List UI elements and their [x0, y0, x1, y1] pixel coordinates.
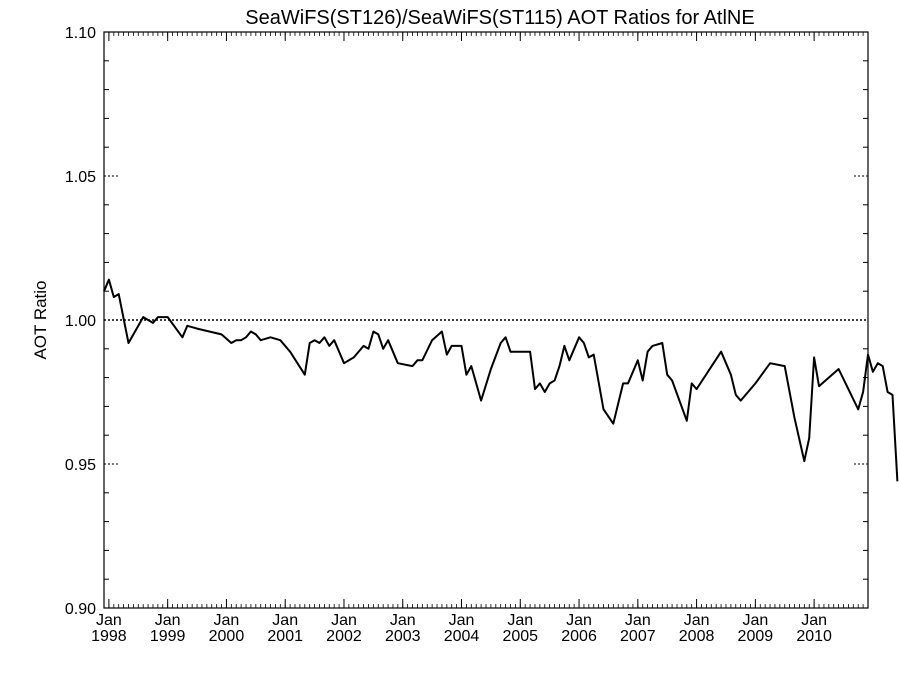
chart-title: SeaWiFS(ST126)/SeaWiFS(ST115) AOT Ratios… [245, 7, 754, 29]
x-tick-label-month: Jan [331, 612, 357, 629]
x-tick-label-year: 2006 [561, 628, 597, 645]
x-tick-label-month: Jan [801, 612, 827, 629]
x-tick-label-month: Jan [155, 612, 181, 629]
y-tick-label: 1.05 [65, 169, 96, 186]
x-tick-label-month: Jan [390, 612, 416, 629]
x-tick-label-month: Jan [742, 612, 768, 629]
x-tick-label-month: Jan [272, 612, 298, 629]
y-tick-label: 1.10 [65, 25, 96, 42]
x-tick-label-month: Jan [625, 612, 651, 629]
series-group [103, 278, 899, 482]
y-axis-ticks: 0.90 0.95 1.00 1.05 1.10 [65, 25, 868, 618]
x-tick-label-year: 1999 [150, 628, 186, 645]
x-tick-label-year: 2009 [738, 628, 774, 645]
x-tick-label-month: Jan [96, 612, 122, 629]
x-tick-label-month: Jan [449, 612, 475, 629]
y-axis-label: AOT Ratio [31, 280, 50, 359]
x-tick-label-year: 2007 [620, 628, 656, 645]
x-tick-label-year: 2005 [502, 628, 538, 645]
x-tick-label-month: Jan [507, 612, 533, 629]
x-tick-label-year: 2002 [326, 628, 362, 645]
plot-frame [103, 31, 869, 609]
y-tick-label: 0.95 [65, 457, 96, 474]
x-tick-label-year: 1998 [91, 628, 127, 645]
x-tick-label-year: 2003 [385, 628, 421, 645]
x-tick-label-month: Jan [684, 612, 710, 629]
y-tick-label: 0.90 [65, 601, 96, 618]
x-tick-label-year: 2000 [209, 628, 245, 645]
x-tick-label-year: 2001 [267, 628, 303, 645]
x-axis-ticks: Jan1998Jan1999Jan2000Jan2001Jan2002Jan20… [91, 32, 832, 645]
x-tick-label-month: Jan [214, 612, 240, 629]
x-tick-label-year: 2008 [679, 628, 715, 645]
y-tick-label: 1.00 [65, 313, 96, 330]
x-tick-label-year: 2010 [796, 628, 832, 645]
series-line [103, 278, 899, 482]
x-tick-label-year: 2004 [444, 628, 480, 645]
x-tick-label-month: Jan [566, 612, 592, 629]
